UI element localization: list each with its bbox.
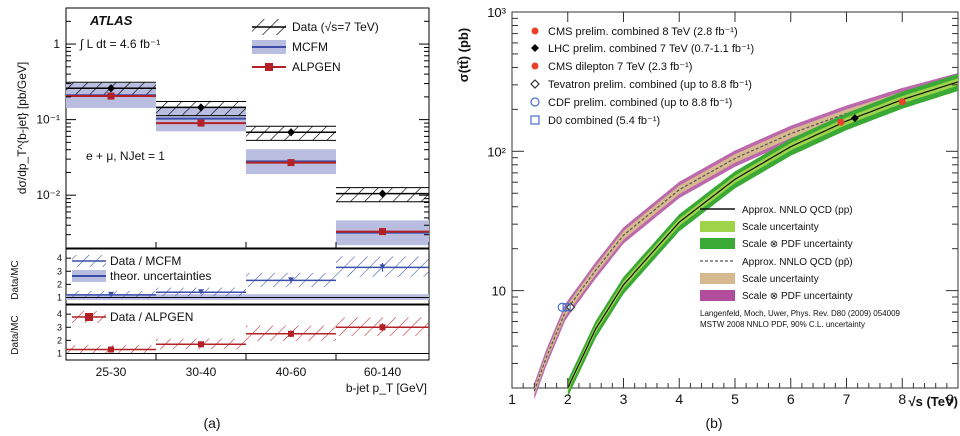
b-y-tick-label: 10³ — [487, 5, 506, 20]
b-x-tick-label: 4 — [675, 391, 683, 407]
b-reference-1: MSTW 2008 NNLO PDF, 90% C.L. uncertainty — [700, 320, 865, 329]
theory-bands — [533, 73, 959, 400]
ratio-alpgen-content — [66, 317, 429, 354]
b-legend-2: CMS dilepton 7 TeV (2.3 fb⁻¹) — [548, 61, 692, 73]
ratio-y-tick-label: 3 — [57, 266, 62, 276]
data-point — [107, 84, 115, 93]
ratio-y-tick-label: 1 — [57, 348, 62, 358]
ratio-marker — [379, 324, 386, 331]
panel-b-axes: 2 3 4 5 6 7 8 1 9 10 10² 10³ — [487, 5, 959, 407]
b-x-tick-label: 8 — [898, 391, 906, 407]
b-x-tick-label: 7 — [843, 391, 851, 407]
b-points-legend: CMS prelim. combined 8 TeV (2.8 fb⁻¹) LH… — [530, 26, 754, 127]
legend-alpgen-label: ALPGEN — [292, 60, 341, 74]
b-x-tick-label: 1 — [508, 391, 516, 407]
panel-a: 25-30 30-40 40-60 60-140 1 10⁻¹ 10⁻² 1 2 3 4 1 2 3 4 A… — [10, 7, 430, 431]
x-tick-label: 25-30 — [96, 365, 127, 379]
b-band-legend-3: Approx. NNLO QCD (pp̄) — [742, 257, 853, 268]
x-tick-label: 30-40 — [186, 365, 217, 379]
d0-point — [562, 303, 571, 312]
main-y-axis-label: dσ/dp_T^{b-jet} [pb/GeV] — [15, 62, 29, 194]
cms-dilepton-point — [837, 118, 845, 126]
measurement-points — [557, 98, 906, 313]
main-legend: Data (√s=7 TeV) MCFM ALPGEN — [252, 19, 379, 74]
b-legend-5: D0 combined (5.4 fb⁻¹) — [548, 115, 660, 127]
alpgen-marker — [107, 92, 115, 100]
x-tick-label: 40-60 — [276, 365, 307, 379]
y-tick-label: 10⁻² — [36, 188, 60, 202]
panel-a-axes: 25-30 30-40 40-60 60-140 1 10⁻¹ 10⁻² 1 2 3 4 1 2 3 4 — [36, 20, 430, 379]
b-x-tick-label: 5 — [731, 391, 739, 407]
x-tick-label: 60-140 — [364, 365, 402, 379]
b-x-tick-label: 3 — [620, 391, 628, 407]
b-y-axis-label: σ(tt̄) (pb) — [456, 28, 471, 82]
ppbar-pdf-band — [534, 73, 958, 400]
ratio2-legend-data: Data / ALPGEN — [110, 310, 193, 324]
ratio-y-tick-label: 3 — [57, 322, 62, 332]
data-point — [197, 103, 205, 112]
lhc-7tev-point — [850, 114, 859, 123]
b-legend-1: LHC prelim. combined 7 TeV (0.7-1.1 fb⁻¹… — [548, 43, 754, 55]
caption-b: (b) — [705, 415, 722, 431]
experiment-label: ATLAS — [89, 13, 133, 28]
alpgen-marker — [287, 159, 295, 167]
legend-mcfm-label: MCFM — [292, 40, 328, 54]
cms-8tev-point — [898, 98, 906, 106]
ratio2-y-axis-label: Data/MC — [10, 315, 21, 354]
alpgen-marker — [379, 228, 386, 236]
data-point — [378, 189, 387, 198]
ratio-marker — [198, 289, 204, 295]
ratio-marker — [379, 264, 386, 270]
ratio-y-tick-label: 2 — [57, 335, 62, 345]
ratio1-legend-data: Data / MCFM — [110, 254, 181, 268]
b-x-tick-label: 6 — [787, 391, 795, 407]
x-axis-label: b-jet p_T [GeV] — [346, 381, 427, 395]
pp-nnlo-line — [567, 81, 959, 389]
ratio2-legend: Data / ALPGEN — [72, 310, 193, 324]
channel-label: e + μ, NJet = 1 — [86, 149, 165, 163]
ratio-y-tick-label: 2 — [57, 279, 62, 289]
ratio-y-tick-label: 4 — [57, 309, 62, 319]
plot-b-frame — [511, 11, 959, 389]
b-band-legend-5: Scale ⊗ PDF uncertainty — [742, 291, 853, 302]
main-plot-content — [66, 81, 429, 246]
data-point — [287, 128, 295, 137]
b-band-legend-2: Scale ⊗ PDF uncertainty — [742, 239, 853, 250]
ratio-y-tick-label: 4 — [57, 253, 62, 263]
b-y-tick-label: 10 — [492, 284, 506, 299]
ratio-marker — [288, 277, 294, 283]
legend-data-label: Data (√s=7 TeV) — [292, 20, 379, 34]
ratio-marker — [288, 330, 294, 337]
cdf-point — [557, 302, 567, 312]
ratio-mcfm-content — [66, 256, 429, 301]
b-reference-0: Langenfeld, Moch, Uwer, Phys. Rev. D80 (… — [700, 309, 901, 318]
b-band-legend-1: Scale uncertainty — [742, 222, 819, 233]
alpgen-marker — [197, 119, 205, 127]
ratio-marker — [108, 291, 114, 297]
ratio-y-tick-label: 1 — [57, 292, 62, 302]
ratio-marker — [108, 346, 114, 353]
b-x-tick-label: 9 — [946, 391, 954, 407]
y-tick-label: 1 — [53, 37, 60, 51]
panel-b: 2 3 4 5 6 7 8 1 9 10 10² 10³ σ(tt̄) (pb) √s (TeV) C… — [456, 5, 959, 431]
ratio1-y-axis-label: Data/MC — [10, 260, 21, 299]
b-legend-0: CMS prelim. combined 8 TeV (2.8 fb⁻¹) — [548, 26, 738, 38]
b-band-legend-0: Approx. NNLO QCD (pp) — [742, 205, 853, 216]
b-x-axis-label: √s (TeV) — [908, 394, 958, 409]
b-legend-3: Tevatron prelim. combined (up to 8.8 fb⁻… — [548, 79, 752, 91]
b-x-tick-label: 2 — [564, 391, 572, 407]
ratio1-legend: Data / MCFM theor. uncertainties — [72, 254, 211, 283]
b-y-tick-label: 10² — [487, 144, 506, 159]
b-bands-legend: Approx. NNLO QCD (pp) Scale uncertainty … — [700, 205, 901, 329]
b-legend-4: CDF prelim. combined (up to 8.8 fb⁻¹) — [548, 97, 732, 109]
luminosity-label: ∫ L dt = 4.6 fb⁻¹ — [79, 37, 160, 51]
ratio1-legend-theory: theor. uncertainties — [110, 269, 211, 283]
caption-a: (a) — [203, 415, 220, 431]
y-tick-label: 10⁻¹ — [36, 113, 60, 127]
b-band-legend-4: Scale uncertainty — [742, 274, 819, 285]
ratio-marker — [198, 341, 204, 348]
